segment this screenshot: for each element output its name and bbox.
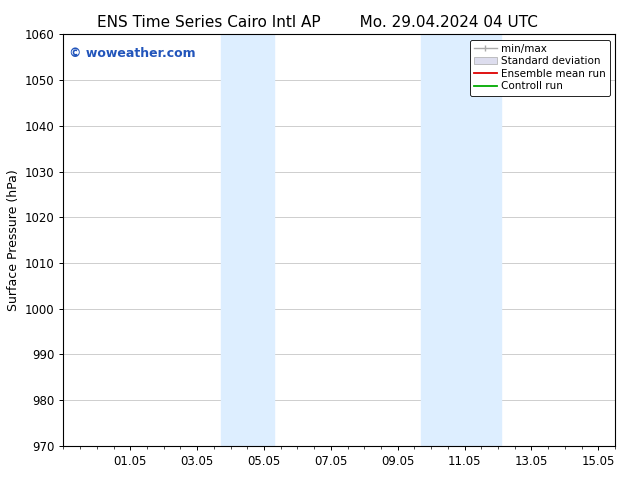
Text: ENS Time Series Cairo Intl AP        Mo. 29.04.2024 04 UTC: ENS Time Series Cairo Intl AP Mo. 29.04.… [96,15,538,30]
Bar [421,34,501,446]
Legend: min/max, Standard deviation, Ensemble mean run, Controll run: min/max, Standard deviation, Ensemble me… [470,40,610,96]
Bar [221,34,274,446]
Y-axis label: Surface Pressure (hPa): Surface Pressure (hPa) [8,169,20,311]
Text: © woweather.com: © woweather.com [69,47,195,60]
